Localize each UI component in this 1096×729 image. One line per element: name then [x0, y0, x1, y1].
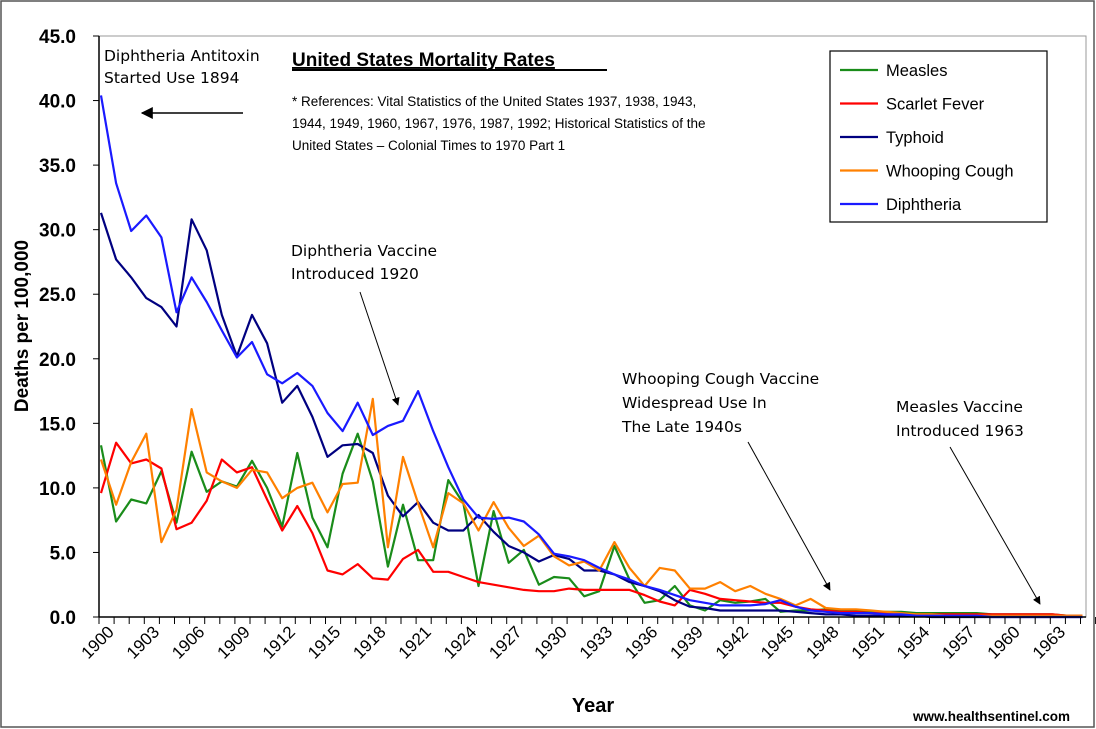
legend-label: Scarlet Fever	[886, 96, 985, 114]
y-tick-label: 20.0	[39, 350, 76, 371]
y-tick-label: 30.0	[39, 221, 76, 242]
x-axis-label: Year	[572, 695, 614, 717]
annotation-whooping-line-2: Widespread Use In	[622, 394, 767, 412]
chart-title: United States Mortality Rates	[292, 50, 555, 71]
annotation-measles-line-2: Introduced 1963	[896, 422, 1024, 440]
legend-label: Diphtheria	[886, 196, 962, 214]
annotation-dip-vaccine-line-2: Introduced 1920	[291, 265, 419, 283]
legend-label: Typhoid	[886, 129, 944, 147]
references-line-2: 1944, 1949, 1960, 1967, 1976, 1987, 1992…	[292, 116, 706, 131]
y-tick-label: 10.0	[39, 479, 76, 500]
references-line-1: * References: Vital Statistics of the Un…	[292, 94, 696, 109]
y-axis-label: Deaths per 100,000	[12, 240, 33, 412]
y-tick-label: 45.0	[39, 27, 76, 48]
legend-label: Measles	[886, 62, 947, 80]
series-line-whooping-cough	[99, 397, 1083, 617]
measles-vaccine-arrow	[949, 446, 1041, 605]
y-tick-label: 5.0	[50, 543, 76, 564]
dip-vaccine-arrow	[359, 291, 400, 406]
annotation-whooping-line-1: Whooping Cough Vaccine	[622, 370, 819, 388]
references-line-3: United States – Colonial Times to 1970 P…	[292, 138, 565, 153]
y-tick-label: 0.0	[50, 608, 76, 629]
series-line-measles	[99, 432, 1083, 617]
annotation-dip-vaccine-line-1: Diphtheria Vaccine	[291, 242, 437, 260]
watermark: www.healthsentinel.com	[912, 709, 1070, 724]
y-ticks: 0.0 5.0 10.0 15.0 20.0 25.0 30.0 35.0 40.0 45.0	[39, 27, 99, 629]
y-tick-label: 40.0	[39, 92, 76, 113]
annotation-whooping-line-3: The Late 1940s	[621, 418, 742, 436]
series-lines	[99, 95, 1083, 619]
y-tick-label: 15.0	[39, 414, 76, 435]
whooping-vaccine-arrow	[747, 441, 831, 591]
annotation-antitoxin-line-2: Started Use 1894	[104, 69, 240, 87]
y-tick-label: 35.0	[39, 156, 76, 177]
legend-label: Whooping Cough	[886, 163, 1014, 181]
series-line-diphtheria	[99, 95, 1083, 619]
annotation-measles-line-1: Measles Vaccine	[896, 398, 1023, 416]
y-tick-label: 25.0	[39, 285, 76, 306]
annotation-antitoxin-line-1: Diphtheria Antitoxin	[104, 47, 260, 65]
legend: Measles Scarlet Fever Typhoid Whooping Coug…	[829, 50, 1048, 223]
